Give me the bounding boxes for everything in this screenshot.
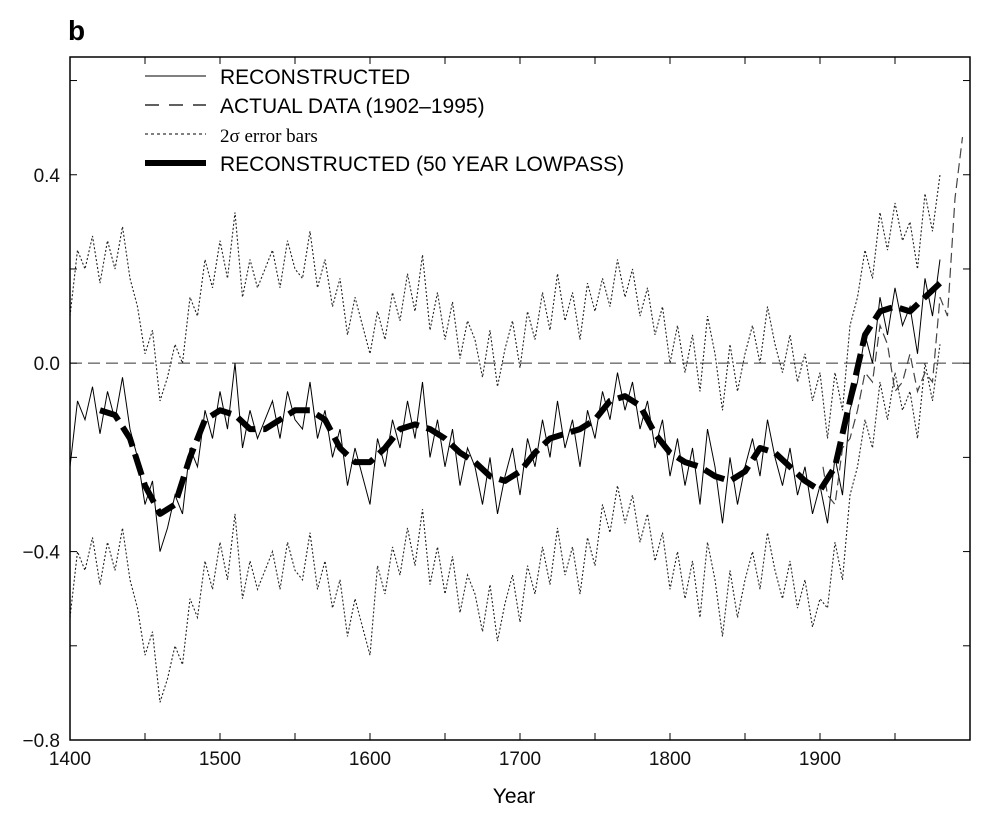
x-tick-label: 1600 bbox=[349, 749, 391, 770]
panel-label: b bbox=[68, 15, 85, 46]
reconstructed-line bbox=[69, 259, 941, 552]
y-tick-label: 0.4 bbox=[34, 166, 61, 187]
legend-label: RECONSTRUCTED (50 YEAR LOWPASS) bbox=[220, 153, 624, 176]
x-tick-label: 1900 bbox=[799, 749, 841, 770]
x-tick-label: 1400 bbox=[49, 749, 91, 770]
y-tick-label: −0.4 bbox=[22, 543, 60, 564]
y-tick-label: 0.0 bbox=[34, 354, 60, 375]
error-bar-upper-line bbox=[69, 174, 941, 439]
x-axis-label: Year bbox=[493, 785, 535, 808]
x-tick-label: 1800 bbox=[649, 749, 691, 770]
x-tick-label: 1700 bbox=[499, 749, 541, 770]
legend: RECONSTRUCTED ACTUAL DATA (1902–1995) 2σ e… bbox=[145, 66, 624, 176]
lowpass-line bbox=[99, 280, 943, 517]
plot-area bbox=[69, 137, 970, 703]
legend-label: 2σ error bars bbox=[220, 126, 318, 147]
error-bar-lower-line bbox=[69, 344, 941, 703]
y-tick-label: −0.8 bbox=[22, 731, 60, 752]
x-axis: 1400 1500 1600 1700 1800 1900 bbox=[49, 57, 896, 770]
x-tick-label: 1500 bbox=[199, 749, 241, 770]
legend-label: ACTUAL DATA (1902–1995) bbox=[220, 95, 485, 118]
actual-data-line bbox=[822, 137, 964, 506]
y-axis: 0.4 0.0 −0.4 −0.8 bbox=[22, 80, 970, 752]
legend-label: RECONSTRUCTED bbox=[220, 66, 410, 89]
